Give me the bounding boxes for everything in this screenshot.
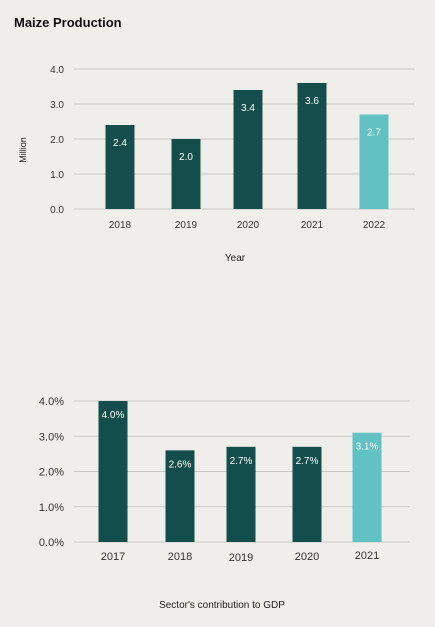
- x-tick-label: 2018: [109, 220, 132, 231]
- y-tick-label: 4.0: [50, 65, 64, 76]
- bar-2019: [171, 139, 201, 209]
- x-tick-label: 2020: [237, 220, 260, 231]
- data-label: 2.7%: [296, 456, 319, 467]
- data-label: 2.7%: [230, 456, 253, 467]
- y-tick-label: 4.0%: [39, 396, 64, 408]
- chart-title: Maize Production: [14, 15, 122, 30]
- data-label: 2.7: [367, 128, 381, 139]
- x-axis-label: Sector's contribution to GDP: [159, 600, 285, 611]
- gdp-contribution-chart: 0.0% 1.0% 2.0% 3.0% 4.0% 4.0% 2.6% 2.7% 2.7% 3.1…: [39, 396, 410, 611]
- y-tick-label: 0.0%: [39, 537, 64, 549]
- bar-2018: [165, 450, 195, 542]
- bar-2021: [352, 432, 382, 542]
- x-tick-label: 2019: [175, 220, 198, 231]
- bar-2018: [105, 125, 135, 209]
- bar-2017: [98, 401, 128, 542]
- data-label: 2.6%: [169, 459, 192, 470]
- data-label: 3.1%: [356, 442, 379, 453]
- data-label: 2.4: [113, 138, 127, 149]
- data-label: 3.4: [241, 103, 255, 114]
- y-tick-label: 2.0%: [39, 467, 64, 479]
- x-tick-label: 2018: [168, 551, 192, 563]
- x-tick-label: 2022: [363, 220, 386, 231]
- bar-2020: [292, 446, 322, 542]
- y-tick-label: 0.0: [50, 205, 64, 216]
- data-label: 4.0%: [102, 410, 125, 421]
- data-label: 3.6: [305, 96, 319, 107]
- y-tick-label: 2.0: [50, 135, 64, 146]
- x-tick-label: 2021: [355, 550, 379, 562]
- x-tick-label: 2017: [101, 551, 125, 563]
- y-tick-label: 3.0%: [39, 431, 64, 443]
- y-tick-label: 1.0: [50, 170, 64, 181]
- bar-2020: [233, 90, 263, 209]
- y-tick-label: 3.0: [50, 100, 64, 111]
- bar-2019: [226, 446, 256, 542]
- data-label: 2.0: [179, 152, 193, 163]
- y-axis-label: Million: [18, 137, 28, 163]
- x-axis-label: Year: [225, 253, 246, 264]
- maize-production-chart: Maize Production Million 0.0 1.0 2.0 3.0 4.0…: [14, 15, 415, 264]
- x-tick-label: 2019: [229, 552, 253, 564]
- x-tick-label: 2021: [301, 220, 324, 231]
- bar-2022: [359, 114, 389, 209]
- x-tick-label: 2020: [295, 551, 319, 563]
- bar-2021: [297, 83, 327, 209]
- y-tick-label: 1.0%: [39, 502, 64, 514]
